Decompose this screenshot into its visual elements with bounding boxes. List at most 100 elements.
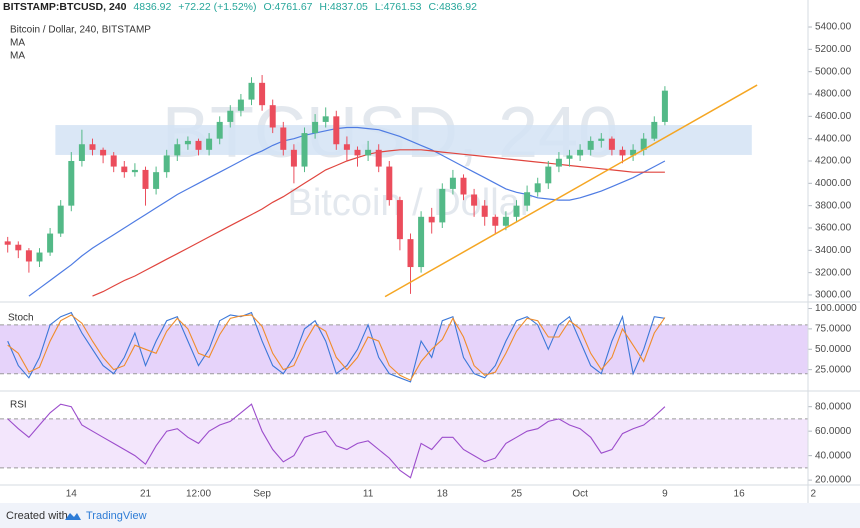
symbol-header: BITSTAMP:BTCUSD, 240 4836.92 +72.22 (+1.…: [3, 1, 481, 13]
legend-title: Bitcoin / Dollar, 240, BITSTAMP: [10, 25, 151, 36]
y-tick-label: 3000.00: [815, 290, 852, 301]
candle-body: [195, 140, 202, 150]
candle-body: [354, 149, 361, 156]
candle-body: [396, 200, 403, 240]
candle-body: [640, 138, 647, 150]
legend-entry: MA: [10, 38, 25, 49]
y-tick-label: 4200.00: [815, 156, 852, 167]
candle-body: [153, 172, 160, 189]
candle-body: [25, 250, 32, 262]
brand[interactable]: TradingView: [86, 510, 147, 522]
candle-body: [57, 205, 64, 234]
close-price: C:4836.92: [428, 1, 477, 13]
candle-body: [36, 252, 43, 262]
indicator-band: [0, 418, 808, 468]
candle-body: [259, 82, 266, 106]
x-tick-label: 14: [66, 489, 78, 500]
y-tick-label: 4800.00: [815, 89, 852, 100]
candle-body: [280, 127, 287, 150]
candle-body: [78, 144, 85, 161]
candle-body: [142, 169, 149, 189]
candle-body: [184, 140, 191, 145]
candle-body: [661, 90, 668, 122]
candle-body: [237, 99, 244, 111]
candle-body: [375, 149, 382, 167]
y-tick-label: 60.0000: [815, 426, 852, 437]
price-change: +72.22 (+1.52%): [178, 1, 257, 13]
y-tick-label: 4600.00: [815, 111, 852, 122]
candle-body: [89, 144, 96, 150]
candle-body: [100, 149, 107, 156]
candle-body: [227, 110, 234, 122]
candle-body: [248, 82, 255, 100]
candle-body: [163, 155, 170, 173]
x-tick-label: 9: [662, 489, 668, 500]
y-tick-label: 100.0000: [815, 303, 857, 314]
candle-body: [651, 121, 658, 139]
x-tick-label: 21: [140, 489, 152, 500]
candle-body: [439, 188, 446, 223]
candle-body: [608, 138, 615, 150]
candle-body: [121, 166, 128, 173]
candle-body: [619, 149, 626, 156]
indicator-line: [7, 314, 666, 381]
indicator-line: [7, 403, 666, 479]
x-tick-label: 2: [811, 489, 817, 500]
candle-body: [4, 241, 11, 245]
pane-title: Stoch: [8, 313, 34, 324]
y-tick-label: 3800.00: [815, 200, 852, 211]
x-tick-label: 16: [734, 489, 746, 500]
candle-body: [524, 192, 531, 206]
footer: Created with TradingView: [0, 503, 860, 528]
candle-body: [587, 140, 594, 150]
candle-body: [598, 138, 605, 141]
y-tick-label: 20.0000: [815, 475, 852, 486]
candle-body: [333, 116, 340, 145]
y-tick-label: 3400.00: [815, 245, 852, 256]
candle-body: [216, 121, 223, 139]
symbol: BITSTAMP:BTCUSD, 240: [3, 1, 127, 13]
candle-body: [343, 144, 350, 150]
y-tick-label: 50.0000: [815, 344, 852, 355]
candle-body: [110, 155, 117, 167]
candle-body: [301, 133, 308, 167]
plot-layer: 14 21 12:00 Sep 11 18 25 Oct 9 16 2 3000.00 3200.00 3…: [0, 22, 857, 500]
candle-body: [481, 205, 488, 217]
candle-body: [555, 158, 562, 167]
legend-entry: MA: [10, 51, 25, 62]
candle-body: [545, 166, 552, 184]
x-tick-label: Sep: [253, 489, 271, 500]
y-tick-label: 5000.00: [815, 66, 852, 77]
candle-body: [131, 169, 138, 173]
candle-body: [15, 244, 22, 251]
candle-body: [428, 216, 435, 223]
y-tick-label: 80.0000: [815, 401, 852, 412]
candle-body: [577, 149, 584, 156]
y-tick-label: 4400.00: [815, 133, 852, 144]
candle-body: [418, 216, 425, 268]
candle-body: [449, 177, 456, 189]
candle-body: [269, 105, 276, 128]
candle-body: [492, 216, 499, 226]
footer-text: Created with: [6, 510, 68, 522]
trendline: [384, 84, 758, 298]
candle-body: [206, 138, 213, 150]
candle-body: [566, 155, 573, 159]
candle-body: [290, 149, 297, 167]
candle-body: [47, 233, 54, 253]
y-tick-label: 3600.00: [815, 223, 852, 234]
support-zone: [55, 125, 752, 155]
y-tick-label: 3200.00: [815, 267, 852, 278]
low-price: L:4761.53: [374, 1, 422, 13]
candle-body: [407, 239, 414, 268]
y-tick-label: 40.0000: [815, 450, 852, 461]
y-tick-label: 5200.00: [815, 44, 852, 55]
x-tick-label: Oct: [572, 489, 588, 500]
candle-body: [322, 116, 329, 122]
y-tick-label: 4000.00: [815, 178, 852, 189]
candle-body: [460, 177, 467, 195]
y-tick-label: 75.0000: [815, 324, 852, 335]
moving-average: [28, 126, 666, 297]
candle-body: [386, 166, 393, 201]
pane-title: RSI: [10, 400, 27, 411]
